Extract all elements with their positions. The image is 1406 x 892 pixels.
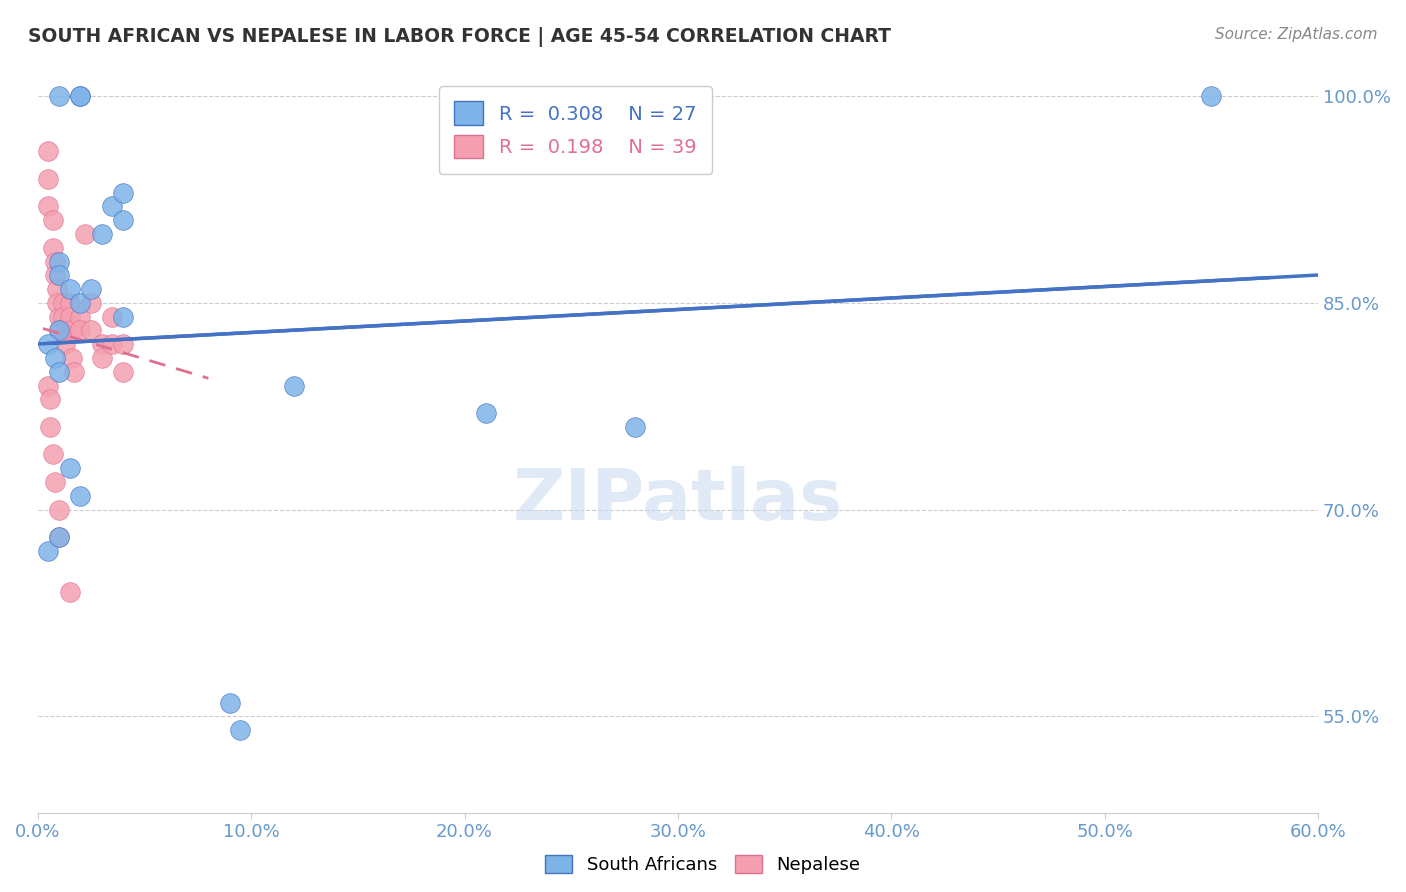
Legend: R =  0.308    N = 27, R =  0.198    N = 39: R = 0.308 N = 27, R = 0.198 N = 39 [439, 86, 713, 174]
Point [45, 282, 67, 296]
Text: SOUTH AFRICAN VS NEPALESE IN LABOR FORCE | AGE 45-54 CORRELATION CHART: SOUTH AFRICAN VS NEPALESE IN LABOR FORCE… [28, 27, 891, 46]
Point [101, 337, 124, 351]
Point [52, 310, 75, 324]
Point [52, 296, 75, 310]
Point [48, 310, 70, 324]
Point [48, 89, 70, 103]
Point [37, 337, 59, 351]
Point [59, 585, 82, 599]
Text: ZIPatlas: ZIPatlas [513, 466, 844, 535]
Point [80, 282, 103, 296]
Point [80, 323, 103, 337]
Point [101, 199, 124, 213]
Point [60, 323, 83, 337]
Point [80, 296, 103, 310]
Point [48, 530, 70, 544]
Point [48, 254, 70, 268]
Point [48, 502, 70, 516]
Point [55, 337, 77, 351]
Point [59, 461, 82, 475]
Point [44, 475, 66, 489]
Point [69, 310, 91, 324]
Point [112, 310, 135, 324]
Point [48, 323, 70, 337]
Point [41, 448, 63, 462]
Point [59, 310, 82, 324]
Point [90, 351, 112, 365]
Point [37, 544, 59, 558]
Point [44, 254, 66, 268]
Point [45, 296, 67, 310]
Point [55, 323, 77, 337]
Point [48, 323, 70, 337]
Point [59, 296, 82, 310]
Point [37, 378, 59, 392]
Point [37, 145, 59, 159]
Point [229, 723, 252, 738]
Point [475, 406, 498, 420]
Point [48, 530, 70, 544]
Point [69, 323, 91, 337]
Point [37, 171, 59, 186]
Point [69, 296, 91, 310]
Point [39, 392, 62, 407]
Point [69, 89, 91, 103]
Point [59, 282, 82, 296]
Point [48, 268, 70, 283]
Point [48, 365, 70, 379]
Text: Source: ZipAtlas.com: Source: ZipAtlas.com [1215, 27, 1378, 42]
Point [90, 337, 112, 351]
Point [1201, 89, 1223, 103]
Point [37, 199, 59, 213]
Point [41, 213, 63, 227]
Point [69, 489, 91, 503]
Point [60, 351, 83, 365]
Legend: South Africans, Nepalese: South Africans, Nepalese [536, 846, 870, 883]
Point [44, 268, 66, 283]
Point [44, 351, 66, 365]
Point [63, 365, 86, 379]
Point [624, 420, 647, 434]
Point [69, 89, 91, 103]
Point [112, 213, 135, 227]
Point [90, 227, 112, 241]
Point [112, 365, 135, 379]
Point [101, 310, 124, 324]
Point [73, 227, 96, 241]
Point [112, 337, 135, 351]
Point [218, 696, 240, 710]
Point [283, 378, 305, 392]
Point [41, 241, 63, 255]
Point [112, 186, 135, 200]
Point [39, 420, 62, 434]
